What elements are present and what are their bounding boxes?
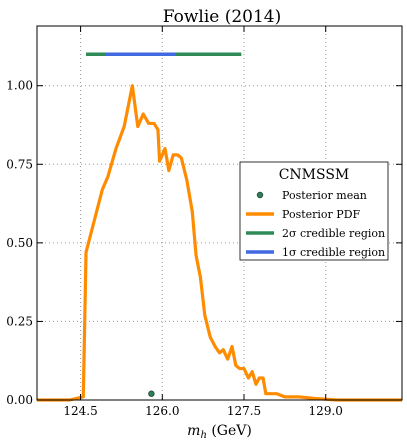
plot-frame xyxy=(36,25,403,401)
legend-title: CNMSSM xyxy=(279,167,350,183)
y-tick-label: 0.00 xyxy=(6,393,33,407)
y-tick-label: 0.25 xyxy=(6,314,33,328)
legend-label: Posterior PDF xyxy=(282,208,361,221)
x-tick-label: 129.0 xyxy=(309,404,343,418)
plot-series xyxy=(37,52,402,402)
x-tick-label: 127.5 xyxy=(227,404,261,418)
axis-ticks: 124.5 126.0 127.5 129.0 0.00 0.25 0.50 0.75 1.00 xyxy=(6,26,402,418)
legend-marker xyxy=(256,191,264,199)
chart-title: Fowlie (2014) xyxy=(163,7,282,27)
posterior-mean-point xyxy=(148,390,155,397)
y-tick-label: 0.50 xyxy=(6,236,33,250)
x-tick-label: 124.5 xyxy=(63,404,97,418)
x-axis-label-text: mh (GeV) xyxy=(187,423,252,441)
x-axis-label: mh (GeV) xyxy=(187,423,252,441)
y-tick-label: 1.00 xyxy=(6,79,33,93)
legend-box xyxy=(239,161,389,261)
posterior-pdf-line xyxy=(37,84,402,402)
legend: CNMSSM Posterior mean Posterior PDF 2σ cred… xyxy=(239,161,389,261)
legend-label: 2σ credible region xyxy=(282,227,385,240)
y-tick-label: 0.75 xyxy=(6,157,33,171)
legend-label: Posterior mean xyxy=(282,189,367,202)
x-tick-label: 126.0 xyxy=(145,404,179,418)
legend-label: 1σ credible region xyxy=(282,246,385,259)
